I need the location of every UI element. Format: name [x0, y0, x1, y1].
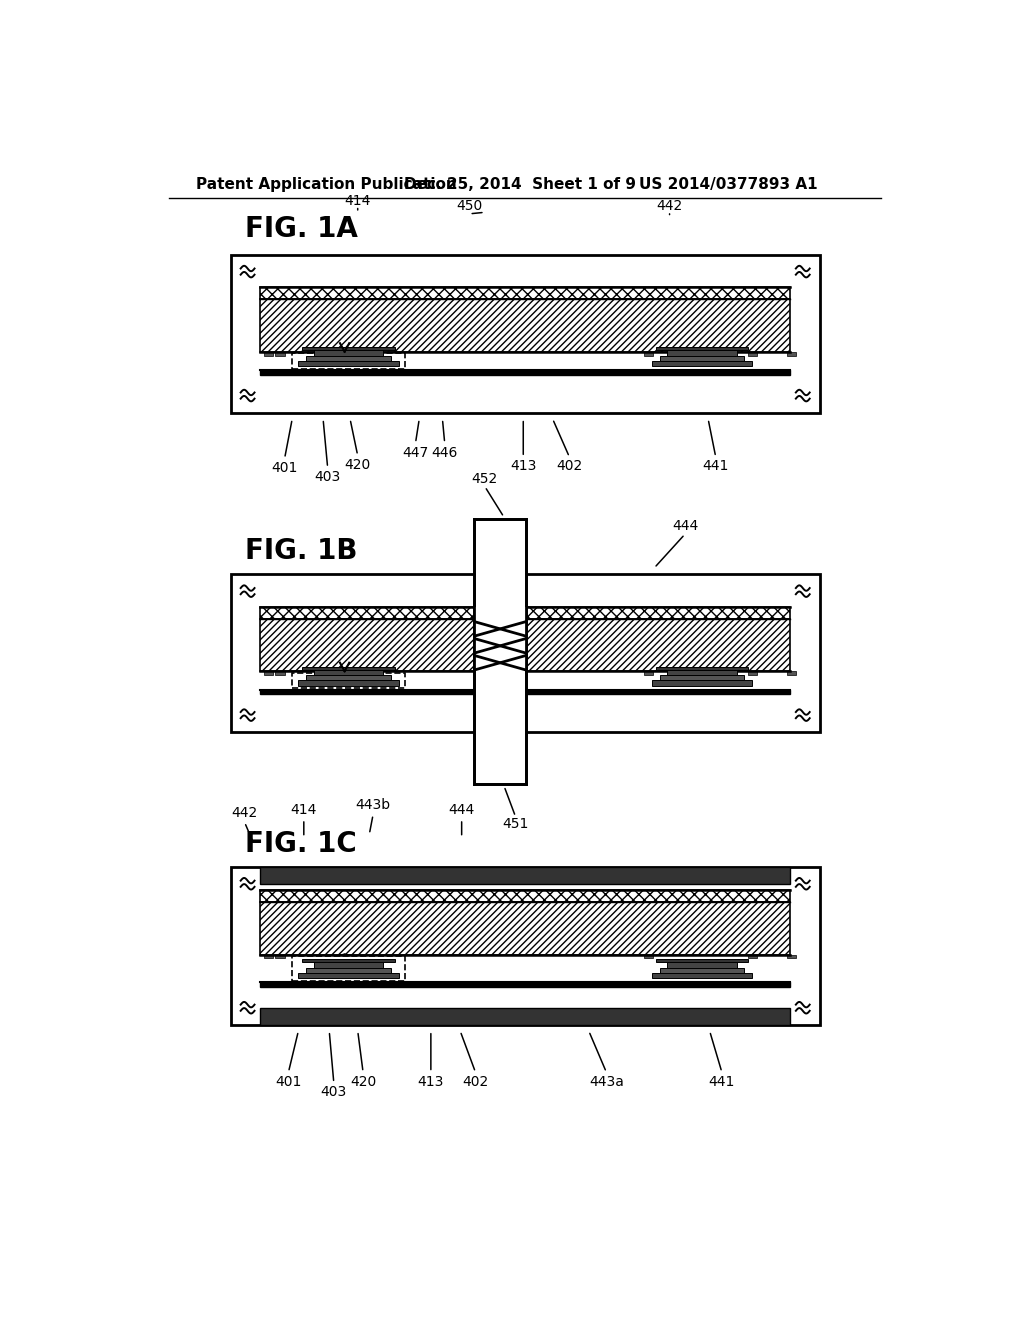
Text: 414: 414 [291, 803, 317, 817]
Bar [668, 350, 736, 355]
Text: Dec. 25, 2014  Sheet 1 of 9: Dec. 25, 2014 Sheet 1 of 9 [403, 177, 636, 193]
Bar [474, 607, 526, 671]
Text: 450: 450 [457, 199, 482, 213]
Bar [260, 903, 791, 954]
Bar [313, 962, 383, 968]
Bar [652, 973, 752, 978]
Bar [786, 351, 796, 355]
Text: 452: 452 [472, 471, 498, 486]
Bar [292, 354, 404, 368]
Text: 414: 414 [344, 194, 371, 207]
Bar [659, 675, 744, 681]
Bar [474, 519, 526, 784]
Text: 402: 402 [463, 1074, 488, 1089]
Bar [306, 355, 391, 360]
Bar [275, 954, 285, 958]
Bar [644, 671, 653, 675]
Text: 441: 441 [702, 459, 729, 474]
Bar [749, 351, 758, 355]
Bar [749, 671, 758, 675]
Text: 420: 420 [345, 458, 371, 471]
Bar [260, 1007, 791, 1024]
Text: FIG. 1A: FIG. 1A [245, 215, 357, 243]
Bar [655, 960, 749, 962]
Bar [655, 667, 749, 669]
Bar [668, 962, 736, 968]
Bar [260, 867, 791, 884]
Bar [786, 954, 796, 958]
Bar [230, 574, 819, 733]
Text: 401: 401 [275, 1074, 302, 1089]
Bar [230, 255, 819, 412]
Text: 443a: 443a [589, 1074, 624, 1089]
Bar [264, 671, 273, 675]
Bar [292, 673, 404, 688]
Bar [302, 347, 394, 350]
Bar [230, 867, 819, 1024]
Bar [652, 681, 752, 686]
Text: 444: 444 [449, 803, 475, 817]
Text: FIG. 1C: FIG. 1C [245, 830, 356, 858]
Text: 413: 413 [510, 459, 537, 474]
Bar [260, 890, 791, 903]
Bar [260, 689, 791, 694]
Bar [260, 982, 791, 987]
Bar [260, 370, 791, 375]
Text: Patent Application Publication: Patent Application Publication [196, 177, 457, 193]
Text: 403: 403 [314, 470, 341, 484]
Bar [275, 671, 285, 675]
Text: 441: 441 [709, 1074, 735, 1089]
Bar [275, 351, 285, 355]
Bar [260, 619, 791, 671]
Bar [668, 669, 736, 675]
Bar [659, 968, 744, 973]
Text: FIG. 1B: FIG. 1B [245, 537, 357, 565]
Bar [298, 360, 398, 367]
Text: 444: 444 [672, 520, 698, 533]
Bar [260, 607, 791, 619]
Text: 447: 447 [402, 446, 429, 459]
Bar [659, 355, 744, 360]
Bar [306, 968, 391, 973]
Bar [655, 347, 749, 350]
Bar [644, 954, 653, 958]
Bar [264, 954, 273, 958]
Text: 442: 442 [656, 199, 683, 213]
Bar [264, 351, 273, 355]
Bar [749, 954, 758, 958]
Bar [260, 300, 791, 351]
Bar [302, 960, 394, 962]
Text: 420: 420 [350, 1074, 376, 1089]
Text: 442: 442 [231, 807, 258, 820]
Bar [652, 360, 752, 367]
Text: 451: 451 [503, 817, 528, 832]
Bar [786, 671, 796, 675]
Bar [313, 350, 383, 355]
Bar [302, 667, 394, 669]
Bar [298, 681, 398, 686]
Bar [292, 956, 404, 981]
Text: 403: 403 [321, 1085, 347, 1100]
Bar [306, 675, 391, 681]
Text: 401: 401 [271, 461, 298, 475]
Bar [313, 669, 383, 675]
Bar [260, 286, 791, 300]
Text: US 2014/0377893 A1: US 2014/0377893 A1 [639, 177, 817, 193]
Text: 443b: 443b [355, 799, 391, 812]
Text: 446: 446 [431, 446, 458, 459]
Text: 402: 402 [556, 459, 583, 474]
Bar [644, 351, 653, 355]
Bar [298, 973, 398, 978]
Text: 413: 413 [418, 1074, 444, 1089]
